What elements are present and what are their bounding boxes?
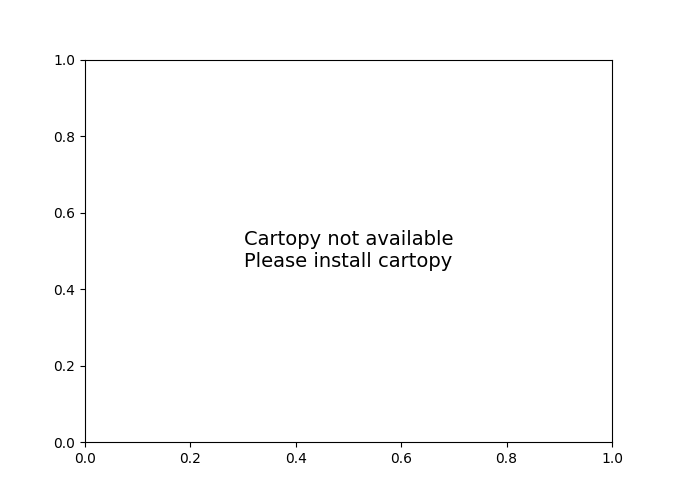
Text: Cartopy not available
Please install cartopy: Cartopy not available Please install car… [243, 231, 454, 271]
